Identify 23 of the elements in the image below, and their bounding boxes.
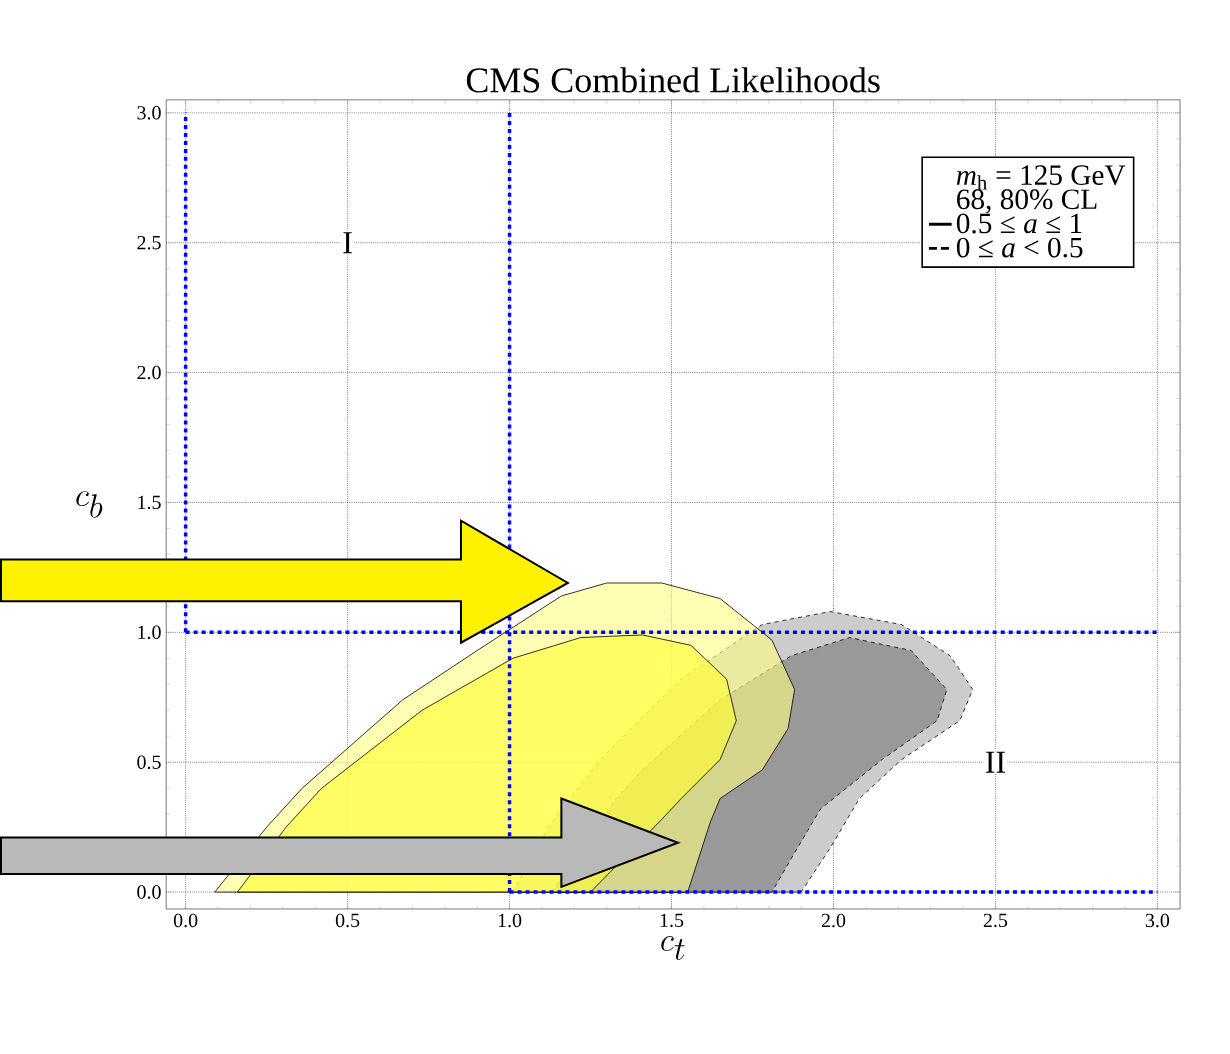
chart-title: CMS Combined Likelihoods [466,67,880,93]
y-tick-label: 2.0 [137,365,161,380]
y-axis-title: $c_b$ [76,491,103,518]
y-tick-label: 3.0 [137,106,161,120]
x-tick-label: 2.0 [821,913,846,928]
x-axis-title: $c_t$ [661,936,685,961]
y-tick-label: 1.5 [138,495,161,510]
annotation: 68, 80% CL [957,189,1097,214]
y-tick-label: 0.0 [137,885,161,899]
legend-label: 0 ≤ a < 0.5 [956,237,1083,258]
y-tick-label: 0.5 [137,755,161,770]
y-tick-label: 1.0 [138,625,161,640]
x-tick-label: 1.0 [498,913,522,928]
x-tick-label: 0.0 [173,913,198,928]
x-tick-label: 3.0 [1145,913,1170,928]
x-tick-label: 0.5 [335,913,360,928]
legend-title: m$_{h}$ = 125 GeV [956,165,1126,190]
y-tick-label: 2.5 [137,236,161,250]
legend-label: 0.5 ≤ a ≤ 1 [956,213,1082,234]
x-tick-label: 1.5 [660,913,684,928]
x-tick-label: 2.5 [983,913,1008,928]
annotation: II [985,751,1005,773]
annotation: I [343,232,352,254]
